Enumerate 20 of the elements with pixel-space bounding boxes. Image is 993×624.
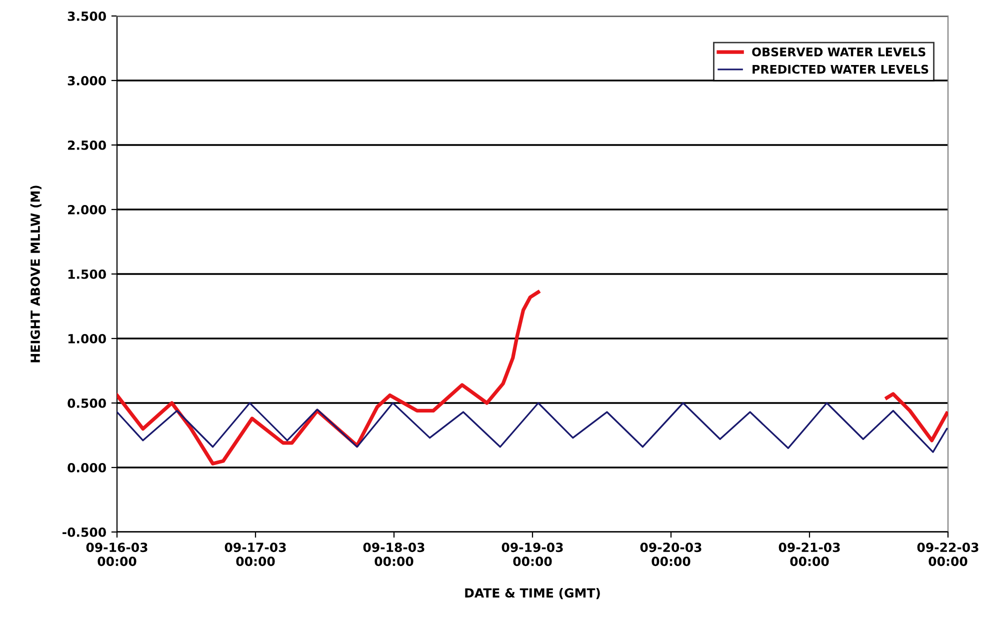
x-tick-label: 09-18-03 00:00	[363, 542, 424, 566]
x-tick-label: 09-19-03 00:00	[502, 542, 563, 566]
x-tick-label: 09-22-03 00:00	[917, 542, 978, 566]
y-tick-label: 1.500	[68, 269, 106, 279]
x-tick-label: 09-20-03 00:00	[640, 542, 702, 566]
y-tick-label: 2.000	[68, 204, 106, 214]
y-tick-label: 3.500	[68, 11, 106, 21]
y-tick-label: 0.500	[68, 398, 106, 408]
y-tick-label: -0.500	[62, 527, 106, 537]
legend-label: PREDICTED WATER LEVELS	[752, 64, 928, 74]
y-tick-label: 3.000	[68, 76, 106, 86]
y-tick-label: 0.000	[68, 462, 106, 472]
x-axis-title: DATE & TIME (GMT)	[465, 588, 600, 600]
x-tick-label: 09-21-03 00:00	[778, 542, 840, 566]
x-tick-label: 09-16-03 00:00	[86, 542, 148, 566]
y-axis-title: HEIGHT ABOVE MLLW (M)	[30, 186, 42, 362]
legend-label: OBSERVED WATER LEVELS	[752, 47, 926, 56]
x-tick-label: 09-17-03 00:00	[224, 542, 286, 566]
y-tick-label: 1.000	[68, 334, 106, 344]
y-tick-label: 2.500	[68, 140, 106, 150]
